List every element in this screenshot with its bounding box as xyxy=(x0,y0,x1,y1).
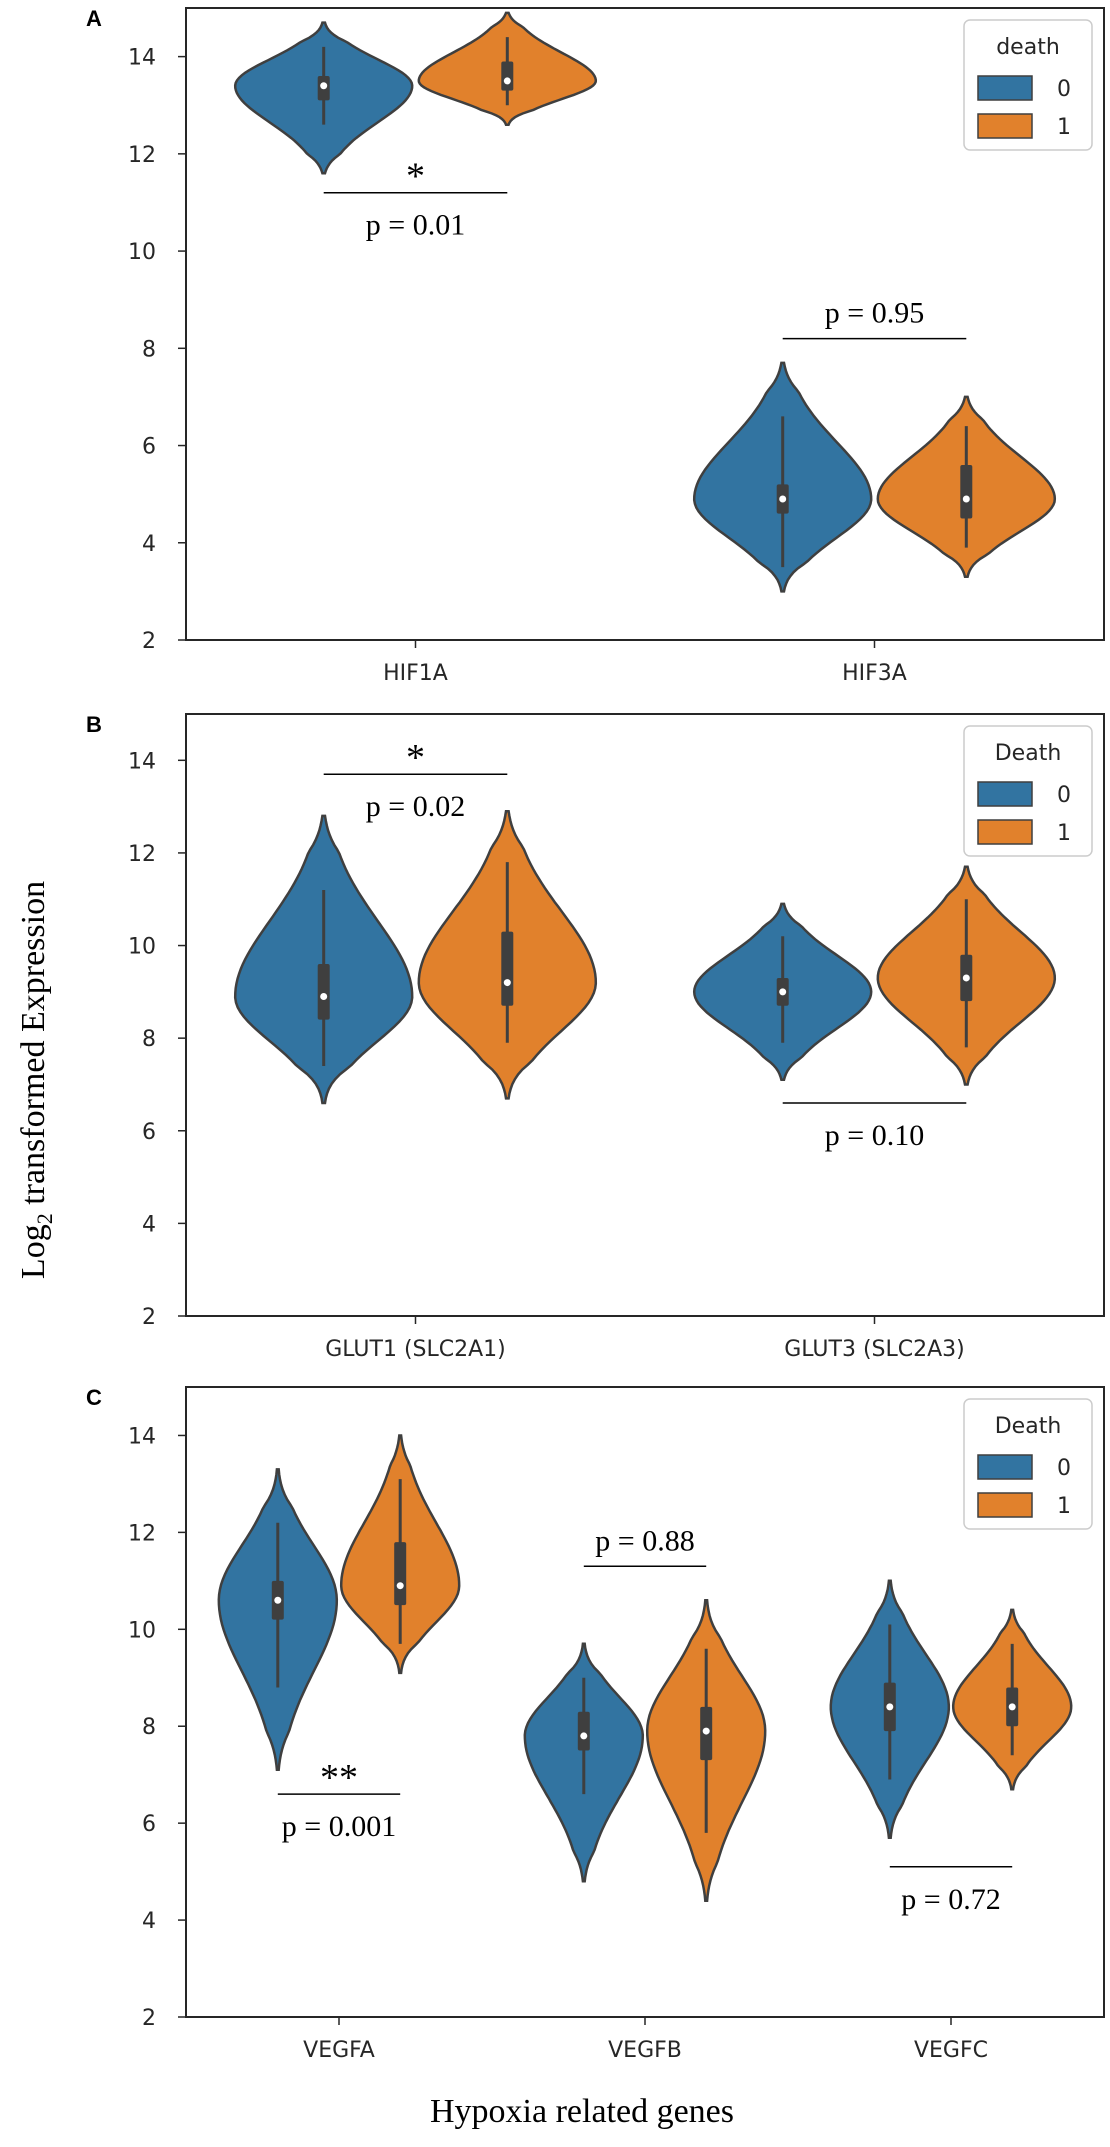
legend-label-0: 0 xyxy=(1057,783,1071,808)
violin-median-dot xyxy=(1008,1703,1016,1711)
p-value-label: p = 0.95 xyxy=(825,297,924,330)
y-tick-label: 4 xyxy=(142,1909,156,1934)
y-tick-label: 2 xyxy=(142,2006,156,2031)
category-label: HIF3A xyxy=(842,661,907,686)
violin-iqr-box xyxy=(394,1542,407,1606)
violin-median-dot xyxy=(702,1727,710,1735)
y-tick-label: 14 xyxy=(128,46,156,71)
y-tick-label: 10 xyxy=(128,1618,156,1643)
category-label: HIF1A xyxy=(383,661,448,686)
plot-frame xyxy=(185,7,1105,641)
plot-frame xyxy=(185,713,1105,1317)
panel-letter-B: B xyxy=(86,712,102,737)
y-axis-title: Log2 transformed Expression xyxy=(15,881,57,1279)
legend-title: Death xyxy=(995,741,1062,766)
x-axis-title: Hypoxia related genes xyxy=(430,2093,734,2130)
legend-label-1: 1 xyxy=(1057,821,1071,846)
y-tick-label: 8 xyxy=(142,337,156,362)
violin-median-dot xyxy=(886,1703,894,1711)
legend-title: death xyxy=(996,35,1060,60)
p-value-label: p = 0.02 xyxy=(366,790,465,823)
category-label: GLUT3 (SLC2A3) xyxy=(784,1337,965,1362)
y-tick-label: 2 xyxy=(142,629,156,654)
y-tick-label: 12 xyxy=(128,842,156,867)
y-tick-label: 12 xyxy=(128,143,156,168)
legend-swatch-1 xyxy=(977,1492,1033,1518)
y-tick-label: 10 xyxy=(128,240,156,265)
legend-swatch-1 xyxy=(977,819,1033,845)
y-tick-label: 2 xyxy=(142,1305,156,1330)
y-tick-label: 14 xyxy=(128,1424,156,1449)
legend-swatch-0 xyxy=(977,75,1033,101)
violin-median-dot xyxy=(396,1582,404,1590)
violin-iqr-box xyxy=(501,61,514,91)
legend-swatch-0 xyxy=(977,1454,1033,1480)
y-tick-label: 6 xyxy=(142,1812,156,1837)
violin-iqr-box xyxy=(501,931,514,1006)
violin-iqr-box xyxy=(960,464,973,519)
category-label: GLUT1 (SLC2A1) xyxy=(325,1337,506,1362)
violin-median-dot xyxy=(779,988,787,996)
y-tick-label: 4 xyxy=(142,1212,156,1237)
y-tick-label: 6 xyxy=(142,435,156,460)
p-value-label: p = 0.10 xyxy=(825,1119,924,1152)
y-tick-label: 12 xyxy=(128,1521,156,1546)
violin-median-dot xyxy=(503,979,511,987)
sig-stars: * xyxy=(406,156,425,198)
p-value-label: p = 0.01 xyxy=(366,209,465,242)
legend-title: Death xyxy=(995,1414,1062,1439)
legend-label-1: 1 xyxy=(1057,1494,1071,1519)
y-tick-label: 14 xyxy=(128,749,156,774)
violin-median-dot xyxy=(962,495,970,503)
y-tick-label: 10 xyxy=(128,935,156,960)
panel-letter-C: C xyxy=(86,1385,102,1410)
violin-median-dot xyxy=(580,1732,588,1740)
y-tick-label: 6 xyxy=(142,1120,156,1145)
category-label: VEGFC xyxy=(914,2038,988,2063)
legend-label-0: 0 xyxy=(1057,1456,1071,1481)
violin-median-dot xyxy=(779,495,787,503)
y-tick-label: 8 xyxy=(142,1715,156,1740)
violin-median-dot xyxy=(274,1596,282,1604)
violin-iqr-box xyxy=(577,1711,590,1751)
violin-median-dot xyxy=(962,974,970,982)
y-tick-label: 4 xyxy=(142,532,156,557)
sig-stars: * xyxy=(406,737,425,779)
panel-letter-A: A xyxy=(86,6,102,31)
category-label: VEGFB xyxy=(608,2038,682,2063)
legend-label-0: 0 xyxy=(1057,77,1071,102)
sig-stars: ** xyxy=(320,1757,358,1799)
p-value-label: p = 0.72 xyxy=(901,1883,1000,1916)
violin-median-dot xyxy=(320,992,328,1000)
y-tick-label: 8 xyxy=(142,1027,156,1052)
p-value-label: p = 0.88 xyxy=(595,1524,694,1557)
category-label: VEGFA xyxy=(303,2038,375,2063)
p-value-label: p = 0.001 xyxy=(282,1810,396,1843)
legend-label-1: 1 xyxy=(1057,115,1071,140)
violin-median-dot xyxy=(503,77,511,85)
violin-iqr-box xyxy=(317,964,330,1020)
legend-swatch-1 xyxy=(977,113,1033,139)
violin-median-dot xyxy=(320,82,328,90)
legend-swatch-0 xyxy=(977,781,1033,807)
